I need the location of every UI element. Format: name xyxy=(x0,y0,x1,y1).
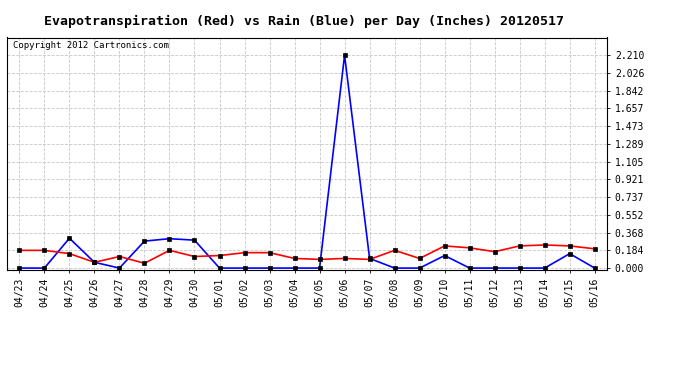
Text: Copyright 2012 Cartronics.com: Copyright 2012 Cartronics.com xyxy=(13,41,169,50)
Text: Evapotranspiration (Red) vs Rain (Blue) per Day (Inches) 20120517: Evapotranspiration (Red) vs Rain (Blue) … xyxy=(43,15,564,28)
